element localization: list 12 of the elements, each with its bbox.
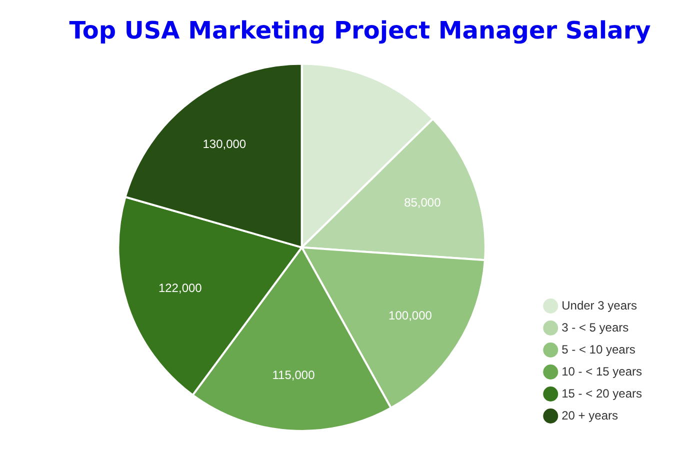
legend-label: 10 - < 15 years — [562, 364, 642, 378]
legend-label: 3 - < 5 years — [562, 320, 629, 334]
legend-label: 20 + years — [562, 408, 618, 422]
data-label: 85,000 — [404, 195, 442, 210]
legend-label: 5 - < 10 years — [562, 342, 636, 356]
data-label: 100,000 — [388, 308, 432, 323]
data-label: 122,000 — [158, 281, 202, 296]
data-label: 130,000 — [202, 137, 246, 152]
legend-label: Under 3 years — [562, 298, 637, 312]
legend-label: 15 - < 20 years — [562, 386, 642, 400]
chart-title: Top USA Marketing Project Manager Salary — [69, 16, 652, 45]
data-label: 115,000 — [272, 368, 316, 382]
